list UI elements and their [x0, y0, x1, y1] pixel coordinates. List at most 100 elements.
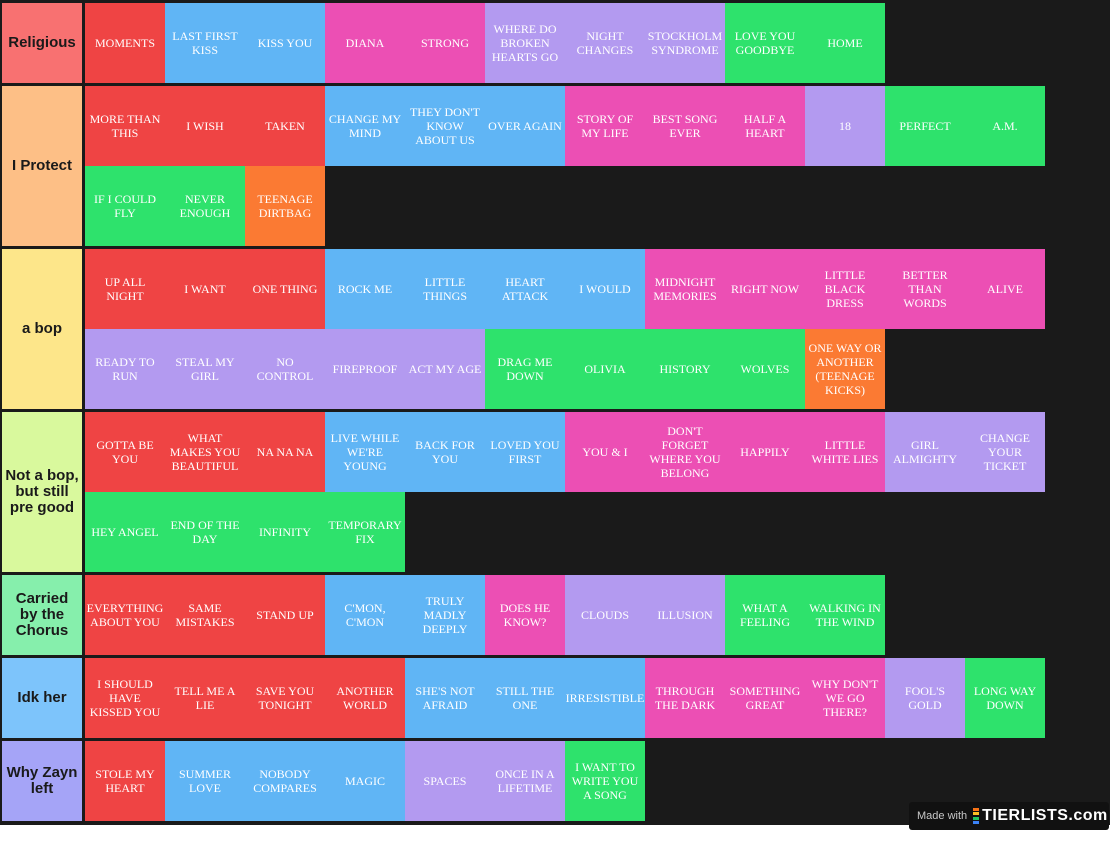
tier-item[interactable]: SHE'S NOT AFRAID — [405, 658, 485, 738]
tier-item[interactable]: FIREPROOF — [325, 329, 405, 409]
tier-item[interactable]: SOMETHING GREAT — [725, 658, 805, 738]
tier-item[interactable]: BEST SONG EVER — [645, 86, 725, 166]
tier-item[interactable]: STOLE MY HEART — [85, 741, 165, 821]
tier-item[interactable]: EVERYTHING ABOUT YOU — [85, 575, 165, 655]
tier-item[interactable]: STAND UP — [245, 575, 325, 655]
tier-item[interactable]: DOES HE KNOW? — [485, 575, 565, 655]
tier-item[interactable]: HEY ANGEL — [85, 492, 165, 572]
tier-item[interactable]: STRONG — [405, 3, 485, 83]
tier-item[interactable]: KISS YOU — [245, 3, 325, 83]
tier-item[interactable]: NA NA NA — [245, 412, 325, 492]
tier-item[interactable]: MIDNIGHT MEMORIES — [645, 249, 725, 329]
tier-item[interactable]: ONE THING — [245, 249, 325, 329]
tier-item[interactable]: TRULY MADLY DEEPLY — [405, 575, 485, 655]
tier-item[interactable]: ACT MY AGE — [405, 329, 485, 409]
tier-item[interactable]: END OF THE DAY — [165, 492, 245, 572]
tier-item[interactable]: THROUGH THE DARK — [645, 658, 725, 738]
tier-item[interactable]: SUMMER LOVE — [165, 741, 245, 821]
tier-item[interactable]: MORE THAN THIS — [85, 86, 165, 166]
tier-item[interactable]: ALIVE — [965, 249, 1045, 329]
tier-item[interactable]: STEAL MY GIRL — [165, 329, 245, 409]
tier-item[interactable]: UP ALL NIGHT — [85, 249, 165, 329]
tier-item[interactable]: WHAT MAKES YOU BEAUTIFUL — [165, 412, 245, 492]
tier-item[interactable]: SPACES — [405, 741, 485, 821]
tier-item[interactable]: ONCE IN A LIFETIME — [485, 741, 565, 821]
tier-item[interactable]: MOMENTS — [85, 3, 165, 83]
tier-item[interactable]: LITTLE BLACK DRESS — [805, 249, 885, 329]
tier-item[interactable]: TELL ME A LIE — [165, 658, 245, 738]
tier-item[interactable]: I WANT TO WRITE YOU A SONG — [565, 741, 645, 821]
tier-item[interactable]: FOOL'S GOLD — [885, 658, 965, 738]
tier-item[interactable]: MAGIC — [325, 741, 405, 821]
tier-item[interactable]: HOME — [805, 3, 885, 83]
tier-item[interactable]: HAPPILY — [725, 412, 805, 492]
tier-item[interactable]: LITTLE WHITE LIES — [805, 412, 885, 492]
tier-item[interactable]: NO CONTROL — [245, 329, 325, 409]
tier-item[interactable]: WOLVES — [725, 329, 805, 409]
tier-item[interactable]: LIVE WHILE WE'RE YOUNG — [325, 412, 405, 492]
made-with-badge[interactable]: Made with TIERLISTS.com — [909, 802, 1109, 830]
tier-item[interactable]: HEART ATTACK — [485, 249, 565, 329]
tier-item[interactable]: I WISH — [165, 86, 245, 166]
tier-item[interactable]: OLIVIA — [565, 329, 645, 409]
tier-item[interactable]: TEENAGE DIRTBAG — [245, 166, 325, 246]
tier-label[interactable]: Idk her — [2, 658, 82, 738]
tier-item[interactable]: I SHOULD HAVE KISSED YOU — [85, 658, 165, 738]
tier-item[interactable]: BACK FOR YOU — [405, 412, 485, 492]
tier-label[interactable]: Not a bop, but still pre good — [2, 412, 82, 572]
tier-item[interactable]: BETTER THAN WORDS — [885, 249, 965, 329]
tier-item[interactable]: 18 — [805, 86, 885, 166]
tier-item[interactable]: WHERE DO BROKEN HEARTS GO — [485, 3, 565, 83]
tier-item[interactable]: LITTLE THINGS — [405, 249, 485, 329]
tier-item[interactable]: SAVE YOU TONIGHT — [245, 658, 325, 738]
tier-item[interactable]: STORY OF MY LIFE — [565, 86, 645, 166]
tier-item[interactable]: HALF A HEART — [725, 86, 805, 166]
tier-item[interactable]: ANOTHER WORLD — [325, 658, 405, 738]
tier-item[interactable]: CHANGE MY MIND — [325, 86, 405, 166]
tier-item[interactable]: I WANT — [165, 249, 245, 329]
tier-item[interactable]: READY TO RUN — [85, 329, 165, 409]
tier-item[interactable]: A.M. — [965, 86, 1045, 166]
tier-item[interactable]: ROCK ME — [325, 249, 405, 329]
tier-item[interactable]: NEVER ENOUGH — [165, 166, 245, 246]
tier-item[interactable]: LOVE YOU GOODBYE — [725, 3, 805, 83]
tier-item[interactable]: NOBODY COMPARES — [245, 741, 325, 821]
tier-item[interactable]: THEY DON'T KNOW ABOUT US — [405, 86, 485, 166]
tier-item[interactable]: HISTORY — [645, 329, 725, 409]
tier-item[interactable]: CLOUDS — [565, 575, 645, 655]
tier-item[interactable]: LONG WAY DOWN — [965, 658, 1045, 738]
tier-item[interactable]: I WOULD — [565, 249, 645, 329]
tier-item[interactable]: LAST FIRST KISS — [165, 3, 245, 83]
tier-item[interactable]: SAME MISTAKES — [165, 575, 245, 655]
tier-label[interactable]: I Protect — [2, 86, 82, 246]
tier-label[interactable]: a bop — [2, 249, 82, 409]
tier-item[interactable]: WALKING IN THE WIND — [805, 575, 885, 655]
tier-item[interactable]: NIGHT CHANGES — [565, 3, 645, 83]
tier-item[interactable]: CHANGE YOUR TICKET — [965, 412, 1045, 492]
tier-item[interactable]: RIGHT NOW — [725, 249, 805, 329]
tier-item[interactable]: GIRL ALMIGHTY — [885, 412, 965, 492]
tier-item[interactable]: INFINITY — [245, 492, 325, 572]
tier-label[interactable]: Carried by the Chorus — [2, 575, 82, 655]
tier-label[interactable]: Religious — [2, 3, 82, 83]
tier-item[interactable]: LOVED YOU FIRST — [485, 412, 565, 492]
tier-item[interactable]: DIANA — [325, 3, 405, 83]
tier-item[interactable]: DRAG ME DOWN — [485, 329, 565, 409]
tier-item[interactable]: ONE WAY OR ANOTHER (TEENAGE KICKS) — [805, 329, 885, 409]
tier-item[interactable]: IF I COULD FLY — [85, 166, 165, 246]
tier-item[interactable]: ILLUSION — [645, 575, 725, 655]
tier-label[interactable]: Why Zayn left — [2, 741, 82, 821]
tier-item[interactable]: PERFECT — [885, 86, 965, 166]
tier-item[interactable]: TEMPORARY FIX — [325, 492, 405, 572]
tier-item[interactable]: STILL THE ONE — [485, 658, 565, 738]
tier-item[interactable]: WHAT A FEELING — [725, 575, 805, 655]
tier-item[interactable]: OVER AGAIN — [485, 86, 565, 166]
tier-item[interactable]: YOU & I — [565, 412, 645, 492]
tier-item[interactable]: STOCKHOLM SYNDROME — [645, 3, 725, 83]
tier-item[interactable]: WHY DON'T WE GO THERE? — [805, 658, 885, 738]
tier-item[interactable]: TAKEN — [245, 86, 325, 166]
tier-item[interactable]: C'MON, C'MON — [325, 575, 405, 655]
tier-item[interactable]: DON'T FORGET WHERE YOU BELONG — [645, 412, 725, 492]
tier-item[interactable]: GOTTA BE YOU — [85, 412, 165, 492]
tier-item[interactable]: IRRESISTIBLE — [565, 658, 645, 738]
